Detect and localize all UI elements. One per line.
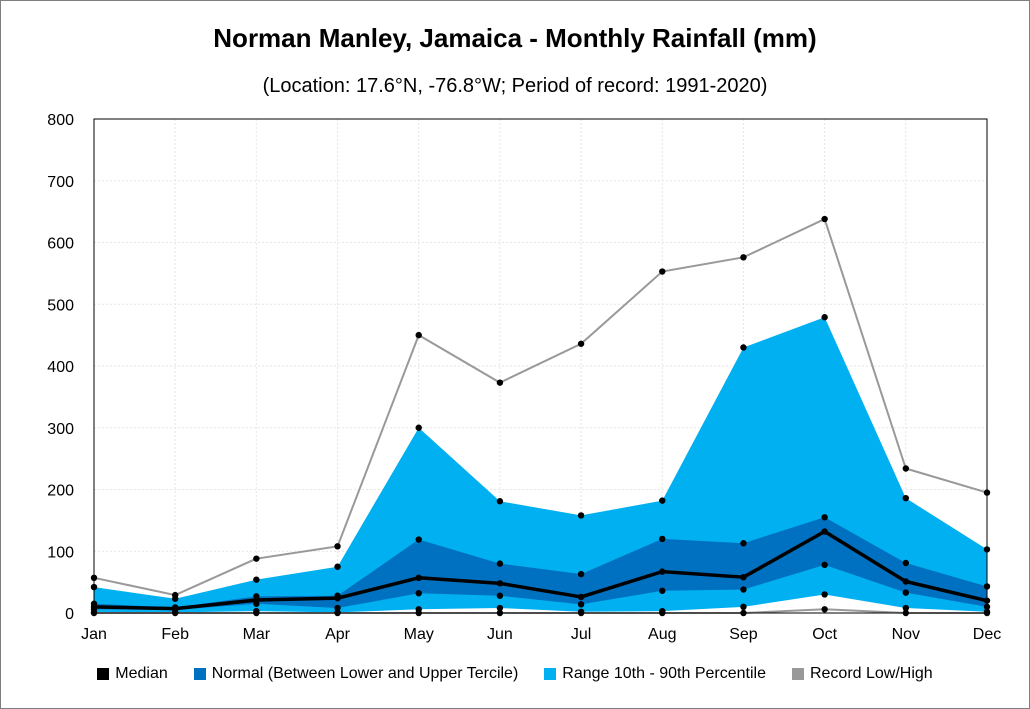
legend-item-median: Median <box>97 665 168 683</box>
x-tick-label-mar: Mar <box>243 626 271 643</box>
lower-tercile-point-sep <box>740 586 747 593</box>
chart-title: Norman Manley, Jamaica - Monthly Rainfal… <box>213 23 817 53</box>
p90-point-jul <box>577 512 585 519</box>
chart-subtitle: (Location: 17.6°N, -76.8°W; Period of re… <box>262 75 768 97</box>
y-tick-label-600: 600 <box>47 236 74 253</box>
median-point-sep <box>740 573 747 581</box>
lower-tercile-point-mar <box>253 600 260 607</box>
upper-tercile-point-oct <box>821 514 828 521</box>
legend-item-normal: Normal (Between Lower and Upper Tercile) <box>193 665 519 683</box>
x-tick-label-dec: Dec <box>973 626 1001 643</box>
record-high-point-oct <box>821 215 828 223</box>
legend-swatch-percentile-range <box>544 668 557 680</box>
tercile-normal-band <box>94 517 987 610</box>
chart-legend: Median Normal (Between Lower and Upper T… <box>1 665 1029 683</box>
upper-tercile-point-sep <box>740 540 747 547</box>
p10-point-nov <box>902 604 910 612</box>
p90-point-oct <box>821 314 828 321</box>
median-point-oct <box>821 528 828 535</box>
record-low-point-oct <box>821 606 828 613</box>
x-tick-label-apr: Apr <box>325 626 351 643</box>
upper-tercile-point-may <box>415 536 422 543</box>
lower-tercile-point-nov <box>902 589 910 596</box>
legend-swatch-median <box>97 668 110 680</box>
lower-tercile-point-aug <box>659 587 666 594</box>
legend-item-record: Record Low/High <box>791 665 933 683</box>
legend-label-percentile-range: Range 10th - 90th Percentile <box>562 665 766 682</box>
p10-point-jun <box>496 604 504 612</box>
p90-point-mar <box>253 576 260 583</box>
legend-label-record: Record Low/High <box>809 665 933 682</box>
y-tick-label-100: 100 <box>47 544 74 561</box>
median-point-jul <box>577 593 585 601</box>
x-tick-label-nov: Nov <box>892 626 920 643</box>
lower-tercile-point-may <box>415 590 422 597</box>
legend-swatch-normal <box>193 668 206 680</box>
p90-point-apr <box>334 563 341 570</box>
upper-tercile-point-jul <box>577 570 585 578</box>
p90-point-may <box>415 424 422 431</box>
p90-point-nov <box>902 494 910 502</box>
record-high-point-nov <box>902 465 910 472</box>
median-line <box>93 529 988 611</box>
upper-tercile-point-aug <box>659 535 666 543</box>
legend-label-median: Median <box>115 665 168 682</box>
upper-tercile-point-nov <box>902 559 910 567</box>
x-tick-label-jun: Jun <box>487 626 513 643</box>
legend-swatch-record <box>791 668 804 680</box>
p10-point-sep <box>740 603 747 611</box>
p10-point-oct <box>821 591 828 598</box>
median-point-jun <box>496 580 504 587</box>
lower-tercile-point-jun <box>496 592 504 599</box>
y-tick-label-800: 800 <box>47 112 74 129</box>
x-tick-label-feb: Feb <box>161 626 189 643</box>
median-point-may <box>415 574 422 582</box>
record-high-point-aug <box>659 268 666 275</box>
y-tick-label-400: 400 <box>47 359 74 376</box>
record-high-point-may <box>415 331 422 339</box>
x-tick-label-jan: Jan <box>81 626 107 643</box>
p90-point-feb <box>171 595 179 602</box>
median-point-apr <box>334 594 341 602</box>
record-high-point-mar <box>253 555 260 562</box>
x-tick-label-aug: Aug <box>648 626 676 643</box>
upper-tercile-point-jun <box>496 560 504 567</box>
plot-border <box>93 118 988 614</box>
record-high-line <box>93 217 988 597</box>
lower-tercile-point-oct <box>821 561 828 569</box>
p90-point-aug <box>659 497 666 504</box>
record-high-point-jul <box>577 340 585 347</box>
y-tick-label-700: 700 <box>47 174 74 191</box>
legend-item-percentile-range: Range 10th - 90th Percentile <box>544 665 766 683</box>
x-tick-label-oct: Oct <box>812 626 837 643</box>
y-tick-label-500: 500 <box>47 297 74 314</box>
lower-tercile-point-jul <box>577 601 585 608</box>
y-tick-label-0: 0 <box>65 606 74 623</box>
y-tick-label-300: 300 <box>47 421 74 438</box>
y-tick-label-200: 200 <box>47 483 74 500</box>
x-tick-label-may: May <box>404 626 434 643</box>
p90-point-jun <box>496 498 504 505</box>
record-high-point-sep <box>740 254 747 261</box>
x-tick-label-sep: Sep <box>729 626 758 643</box>
median-point-nov <box>902 578 910 585</box>
legend-label-normal: Normal (Between Lower and Upper Tercile) <box>211 665 519 682</box>
median-point-aug <box>659 568 666 575</box>
record-high-point-apr <box>334 543 341 550</box>
x-tick-label-jul: Jul <box>571 626 591 643</box>
p90-point-sep <box>740 344 747 351</box>
record-high-point-jun <box>496 379 504 386</box>
